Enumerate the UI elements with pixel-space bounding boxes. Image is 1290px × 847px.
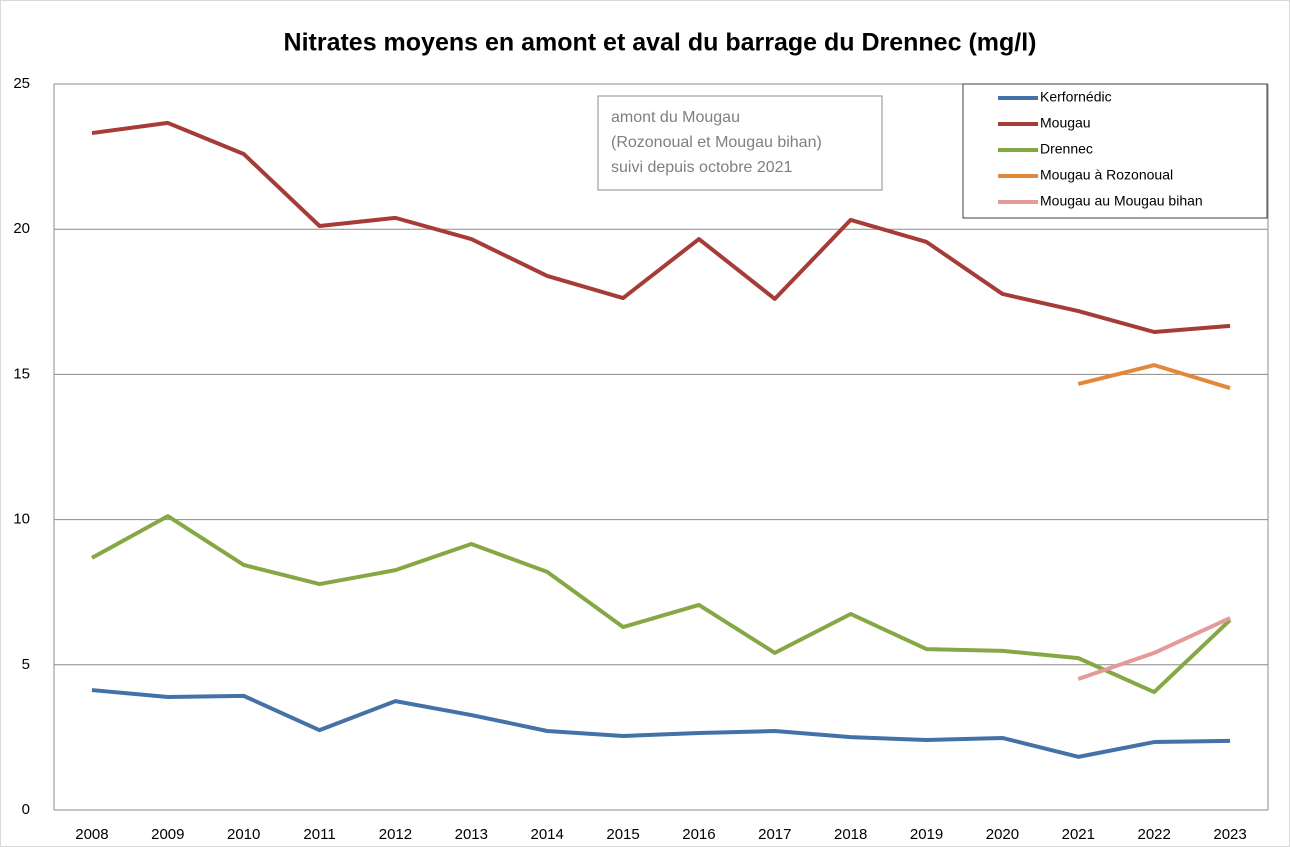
x-tick-label: 2012: [379, 826, 412, 843]
annotation-text: suivi depuis octobre 2021: [611, 159, 793, 176]
line-series: [90, 514, 1232, 695]
y-tick-label: 25: [13, 75, 30, 92]
x-tick-label: 2018: [834, 826, 867, 843]
legend-label: Kerfornédic: [1040, 89, 1112, 105]
x-tick-label: 2016: [682, 826, 715, 843]
x-tick-label: 2022: [1138, 826, 1171, 843]
legend-label: Mougau à Rozonoual: [1040, 167, 1173, 183]
x-tick-label: 2014: [531, 826, 564, 843]
x-tick-label: 2009: [151, 826, 184, 843]
x-tick-label: 2017: [758, 826, 791, 843]
line-series: [91, 688, 1231, 759]
legend-label: Mougau: [1040, 115, 1091, 131]
legend-label: Drennec: [1040, 141, 1093, 157]
x-tick-label: 2019: [910, 826, 943, 843]
annotation-text: amont du Mougau: [611, 109, 740, 126]
y-tick-label: 10: [13, 511, 30, 528]
x-tick-label: 2021: [1062, 826, 1095, 843]
line-series: [1077, 363, 1231, 390]
line-series: [1077, 616, 1231, 681]
annotation-box: [597, 95, 883, 191]
y-tick-label: 5: [22, 656, 30, 673]
x-tick-label: 2023: [1213, 826, 1246, 843]
x-tick-label: 2015: [606, 826, 639, 843]
line-series: [91, 120, 1231, 335]
y-tick-label: 15: [13, 365, 30, 382]
annotation-text: (Rozonoual et Mougau bihan): [611, 134, 822, 151]
chart-title: Nitrates moyens en amont et aval du barr…: [284, 29, 1037, 57]
x-tick-label: 2020: [986, 826, 1019, 843]
x-tick-label: 2010: [227, 826, 260, 843]
x-tick-label: 2008: [75, 826, 108, 843]
y-tick-label: 20: [13, 220, 30, 237]
x-tick-label: 2011: [303, 826, 335, 843]
x-tick-label: 2013: [455, 826, 488, 843]
legend-label: Mougau au Mougau bihan: [1040, 193, 1203, 209]
y-tick-label: 0: [22, 801, 30, 818]
